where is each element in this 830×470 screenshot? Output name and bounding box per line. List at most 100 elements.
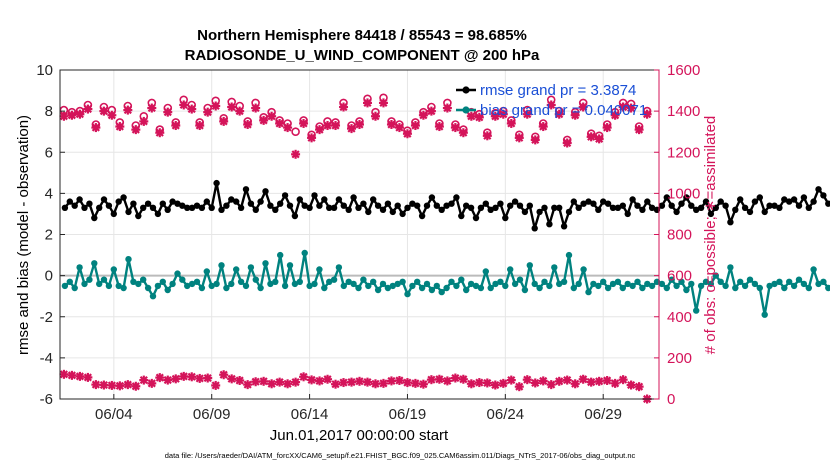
obs-assimilated-point [530,135,540,145]
obs-assimilated-point-stroke [155,128,164,137]
obs-bottom-point [562,375,572,385]
obs-bottom-point [259,376,269,386]
bias-point [370,278,377,285]
obs-bottom-point [267,379,277,389]
rmse-point [228,196,235,203]
bias-point [91,260,98,267]
bias-point [560,278,568,285]
bias-point [365,282,372,290]
rmse-point [683,194,690,201]
obs-bottom-point-stroke [91,380,100,389]
obs-assimilated-point [219,116,229,126]
obs-assimilated-point-stroke [395,123,404,132]
obs-bottom-point [578,374,588,384]
obs-assimilated-point [99,106,109,116]
obs-bottom-point-stroke [155,373,164,382]
rmse-point [296,196,303,203]
rmse-point [81,204,88,211]
obs-assimilated-point [339,102,349,112]
bias-point [624,280,631,288]
obs-assimilated-point-stroke [403,129,412,138]
obs-assimilated-point-stroke [179,100,188,110]
obs-assimilated-point-stroke [323,121,332,130]
bias-point [825,284,830,292]
x-tick-label: 06/29 [584,406,622,423]
rmse-point [414,202,421,209]
obs-bottom-point-stroke [459,375,468,384]
obs-assimilated-point [267,111,277,121]
bias-point [443,284,450,292]
rmse-point [565,208,573,216]
rmse-point [575,204,582,211]
rmse-point [326,204,333,211]
rmse-point [306,204,313,211]
bias-point [492,280,499,288]
bias-point [565,251,573,259]
obs-bottom-point-stroke [539,376,548,385]
y-tick-label-left: 4 [45,185,53,202]
bias-point [374,286,382,294]
obs-bottom-point [251,377,261,387]
rmse-point [66,198,74,205]
obs-bottom-point [618,375,628,385]
bias-point [330,276,338,283]
obs-bottom-point-stroke [339,378,348,387]
obs-bottom-point [163,375,173,385]
obs-bottom-point [235,375,245,385]
obs-bottom-point-stroke [483,378,492,388]
obs-bottom-point-stroke [219,370,228,379]
obs-assimilated-point [626,103,636,113]
obs-assimilated-point [59,111,69,121]
bias-point [350,280,357,288]
obs-bottom-point-stroke [571,379,580,388]
rmse-point [281,192,289,199]
obs-assimilated-point [243,119,253,129]
rmse-point [267,202,274,209]
bias-point [272,278,279,285]
obs-assimilated-point [323,121,333,131]
obs-bottom-point [187,372,197,382]
obs-assimilated-point-stroke [579,102,588,112]
obs-bottom-point [347,377,357,387]
rmse-point [193,202,201,209]
obs-bottom-point [147,378,157,388]
obs-bottom-point [474,378,484,388]
bias-point [237,278,245,285]
obs-assimilated-point-stroke [555,110,564,119]
obs-assimilated-point [458,128,468,138]
rmse-point [673,208,680,216]
obs-assimilated-point [131,125,141,135]
rmse-point [394,202,401,209]
y-tick-label-left: 2 [45,227,53,244]
obs-bottom-point-stroke [603,376,612,385]
bias-point [247,264,255,271]
obs-bottom-point [219,370,229,380]
bias-point [737,278,744,285]
bias-point [644,280,651,288]
y-tick-label-right: 1600 [667,62,700,79]
bias-point [428,286,436,294]
rmse-point [619,202,626,209]
rmse-point [370,196,377,203]
obs-assimilated-point [147,103,157,113]
obs-bottom-point-stroke [59,370,68,379]
rmse-point [707,210,715,218]
rmse-point [800,194,808,201]
bias-point [345,278,352,285]
obs-assimilated-point [506,118,516,128]
bias-point [423,280,431,288]
rmse-point [179,202,186,209]
bias-point [233,266,240,273]
obs-assimilated-point-stroke [275,119,284,128]
bias-point [389,282,396,290]
y-tick-label-left: 0 [45,268,53,285]
bias-point [487,284,494,292]
rmse-point [262,188,269,195]
bias-point [301,249,308,257]
obs-bottom-point-stroke [203,373,212,383]
obs-assimilated-point-stroke [411,121,420,130]
obs-bottom-point [291,377,301,387]
bias-point [218,262,225,269]
obs-bottom-point [434,374,444,384]
obs-assimilated-point-stroke [299,119,308,128]
